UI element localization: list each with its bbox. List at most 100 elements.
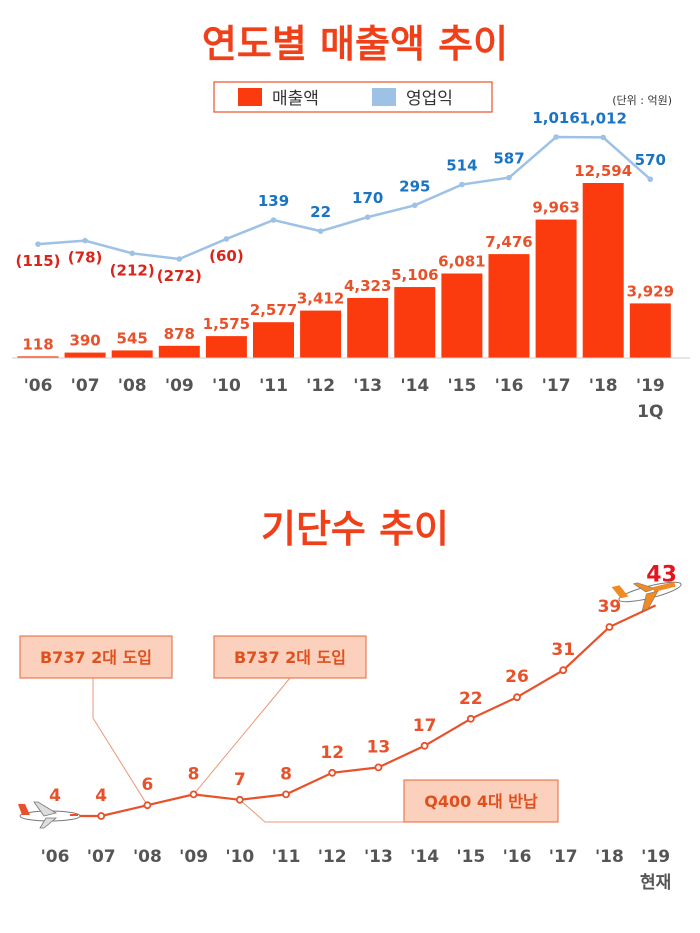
fleet-x-tick: '12: [318, 847, 347, 867]
callout-box: [403, 779, 559, 823]
revenue-bar-label: 5,106: [391, 266, 438, 284]
revenue-x-tick: '09: [165, 376, 194, 396]
legend-swatch-revenue: [238, 88, 262, 106]
operating-profit-point: [553, 134, 559, 140]
callout-leader-line: [92, 678, 148, 806]
callout-text: B737 2대 도입: [40, 648, 152, 667]
fleet-value-label: 6: [141, 775, 153, 795]
revenue-bar-label: 7,476: [485, 233, 532, 251]
revenue-bar: [253, 322, 294, 358]
fleet-chart-title: 기단수 추이: [261, 507, 449, 551]
revenue-bar-label: 12,594: [574, 162, 632, 180]
operating-profit-point: [317, 228, 324, 234]
airplane-left-icon: [18, 801, 81, 829]
fleet-line: [55, 604, 657, 818]
legend: 매출액 영업익: [213, 81, 493, 113]
operating-profit-point: [270, 217, 277, 223]
callout-text: B737 2대 도입: [234, 648, 346, 667]
revenue-x-tick: '10: [212, 376, 241, 396]
revenue-bar-label: 6,081: [438, 253, 485, 271]
fleet-x-tick: '19: [641, 847, 670, 867]
operating-profit-label: (78): [68, 249, 103, 267]
revenue-bar-label: 4,323: [344, 277, 391, 295]
revenue-bar-label: 3,412: [297, 290, 344, 308]
operating-profit-point: [129, 250, 135, 257]
fleet-value-label: 8: [188, 764, 200, 784]
operating-profit-label: 514: [446, 157, 477, 175]
operating-profit-label: (60): [209, 247, 244, 265]
operating-profit-point: [412, 202, 418, 209]
revenue-bar: [158, 345, 200, 358]
operating-profit-label: (212): [110, 261, 155, 279]
callout-box: [213, 635, 367, 679]
operating-profit-point: [223, 236, 230, 242]
fleet-value-label: 7: [234, 770, 246, 790]
operating-profit-point: [506, 174, 512, 181]
operating-profit-point: [82, 237, 88, 244]
operating-profit-point: [364, 214, 371, 220]
revenue-x-tick: '17: [542, 376, 571, 396]
revenue-bar-label: 2,577: [250, 301, 297, 319]
revenue-x-tick: '15: [447, 376, 476, 396]
fleet-point: [189, 790, 198, 799]
fleet-x-tick: '08: [133, 847, 162, 867]
fleet-point: [420, 741, 429, 750]
revenue-x-tick: '16: [495, 376, 524, 396]
fleet-value-label: 22: [459, 689, 483, 709]
fleet-x-tick: '13: [364, 847, 393, 867]
fleet-value-label: 4: [95, 786, 107, 806]
operating-profit-label: 570: [635, 151, 666, 169]
fleet-point: [605, 623, 614, 631]
revenue-bar-label: 390: [69, 332, 100, 350]
revenue-x-tick: '19: [636, 376, 665, 396]
operating-profit-point: [35, 241, 41, 247]
revenue-chart-title: 연도별 매출액 추이: [202, 22, 508, 66]
fleet-point: [328, 768, 337, 777]
revenue-x-tick: '08: [118, 376, 147, 396]
revenue-bar: [582, 183, 624, 358]
legend-label-operating: 영업익: [406, 89, 453, 109]
operating-profit-label: 1,016: [532, 109, 579, 127]
callout-text: Q400 4대 반납: [424, 792, 538, 811]
fleet-x-tick: '17: [549, 847, 578, 867]
operating-profit-point: [176, 256, 183, 262]
revenue-x-tick: '12: [306, 376, 335, 396]
fleet-value-label: 4: [49, 786, 61, 806]
revenue-bar-label: 3,929: [627, 282, 674, 300]
revenue-bar: [300, 310, 342, 358]
fleet-x-tick-sub: 현재: [640, 873, 671, 893]
revenue-x-tick: '13: [353, 376, 382, 396]
revenue-x-tick: '18: [589, 376, 618, 396]
operating-profit-label: (115): [15, 252, 60, 270]
revenue-x-tick-sub: 1Q: [637, 402, 663, 422]
operating-profit-label: 139: [258, 192, 289, 210]
fleet-point: [143, 801, 152, 810]
fleet-x-tick: '14: [410, 847, 439, 867]
callout-leader-line: [239, 799, 404, 823]
revenue-bar: [347, 297, 389, 358]
fleet-x-tick: '10: [225, 847, 254, 867]
revenue-bar-label: 545: [117, 329, 148, 347]
fleet-value-label: 8: [280, 764, 292, 784]
operating-profit-label: 170: [352, 189, 383, 207]
operating-profit-point: [459, 181, 465, 188]
operating-profit-point: [647, 176, 654, 183]
revenue-x-tick: '07: [71, 376, 100, 396]
fleet-value-label: 13: [367, 737, 391, 757]
operating-profit-label: 295: [399, 177, 430, 195]
fleet-point: [513, 693, 521, 702]
revenue-bar: [488, 254, 530, 358]
revenue-x-tick: '14: [400, 376, 429, 396]
revenue-bar: [535, 219, 577, 358]
callout-box: [19, 635, 173, 679]
fleet-point: [559, 666, 568, 675]
fleet-value-label: 12: [320, 743, 344, 763]
fleet-point: [374, 763, 383, 772]
fleet-value-label: 26: [505, 667, 529, 687]
fleet-value-label: 17: [413, 716, 437, 736]
unit-note: (단위 : 억원): [612, 94, 672, 107]
operating-profit-point: [600, 134, 606, 141]
airplane-right-icon: [611, 581, 682, 611]
operating-profit-label: 1,012: [579, 109, 626, 127]
